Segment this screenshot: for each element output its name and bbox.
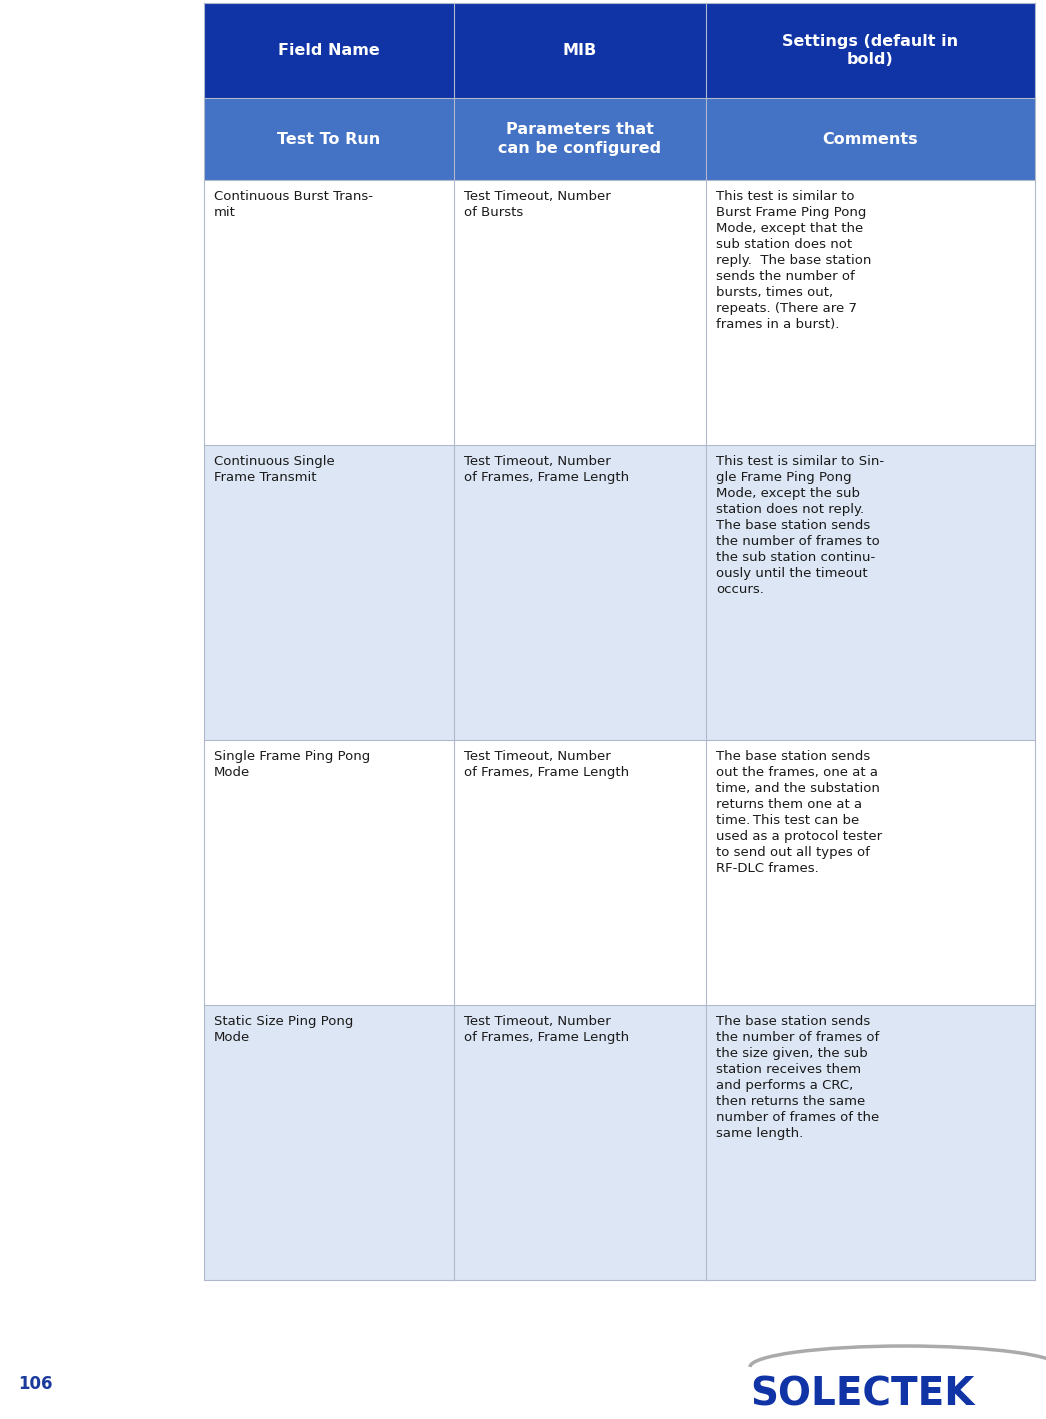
Bar [204,98,454,180]
Text: Comments: Comments [823,132,918,146]
Bar [454,1005,706,1280]
Bar [454,180,706,446]
Text: Test Timeout, Number
of Bursts: Test Timeout, Number of Bursts [464,190,611,219]
Text: Settings (default in
bold): Settings (default in bold) [782,34,958,67]
Bar [454,446,706,739]
Text: This test is similar to
Burst Frame Ping Pong
Mode, except that the
sub station : This test is similar to Burst Frame Ping… [717,190,871,331]
Text: Field Name: Field Name [278,43,380,58]
Bar [204,739,454,1005]
Text: The base station sends
the number of frames of
the size given, the sub
station r: The base station sends the number of fra… [717,1015,880,1139]
Text: Test To Run: Test To Run [277,132,381,146]
Bar [204,1005,454,1280]
Bar [454,739,706,1005]
Bar [204,446,454,739]
Bar [204,3,454,98]
Bar [706,739,1034,1005]
Text: Test Timeout, Number
of Frames, Frame Length: Test Timeout, Number of Frames, Frame Le… [464,455,629,484]
Text: Continuous Single
Frame Transmit: Continuous Single Frame Transmit [214,455,335,484]
Text: 106: 106 [18,1375,52,1393]
Bar [204,180,454,446]
Bar [706,98,1034,180]
Bar [454,3,706,98]
Text: Test Timeout, Number
of Frames, Frame Length: Test Timeout, Number of Frames, Frame Le… [464,1015,629,1044]
Text: Single Frame Ping Pong
Mode: Single Frame Ping Pong Mode [214,751,370,779]
Text: Static Size Ping Pong
Mode: Static Size Ping Pong Mode [214,1015,354,1044]
Text: Continuous Burst Trans-
mit: Continuous Burst Trans- mit [214,190,373,219]
Bar [706,180,1034,446]
Text: SOLECTEK: SOLECTEK [750,1375,975,1413]
Text: The base station sends
out the frames, one at a
time, and the substation
returns: The base station sends out the frames, o… [717,751,882,876]
Text: Parameters that
can be configured: Parameters that can be configured [499,122,661,156]
Text: MIB: MIB [563,43,597,58]
Text: Test Timeout, Number
of Frames, Frame Length: Test Timeout, Number of Frames, Frame Le… [464,751,629,779]
Bar [706,446,1034,739]
Bar [454,98,706,180]
Bar [706,1005,1034,1280]
Bar [706,3,1034,98]
Text: This test is similar to Sin-
gle Frame Ping Pong
Mode, except the sub
station do: This test is similar to Sin- gle Frame P… [717,455,884,596]
